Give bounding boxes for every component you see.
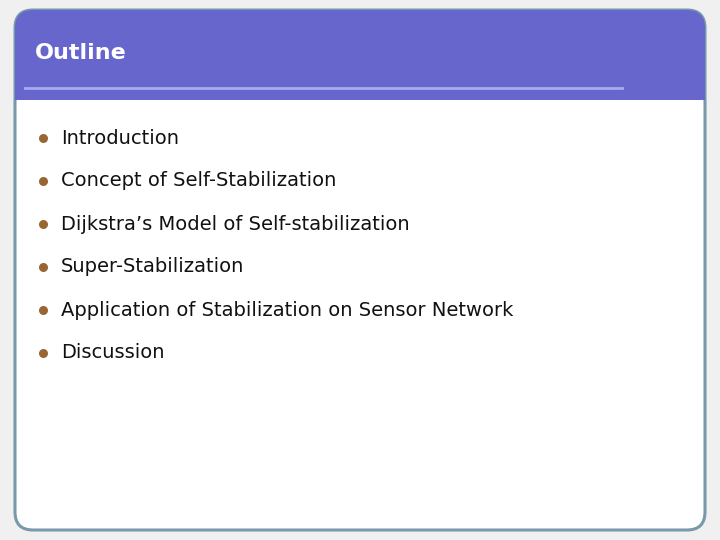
Text: Concept of Self-Stabilization: Concept of Self-Stabilization	[61, 172, 336, 191]
FancyBboxPatch shape	[15, 10, 705, 530]
Text: Introduction: Introduction	[61, 129, 179, 147]
Text: Dijkstra’s Model of Self-stabilization: Dijkstra’s Model of Self-stabilization	[61, 214, 410, 233]
FancyBboxPatch shape	[15, 10, 705, 100]
Text: Discussion: Discussion	[61, 343, 164, 362]
Bar	[15, 80, 705, 100]
Text: Application of Stabilization on Sensor Network: Application of Stabilization on Sensor N…	[61, 300, 513, 320]
Text: Super-Stabilization: Super-Stabilization	[61, 258, 244, 276]
Text: Outline: Outline	[35, 43, 127, 63]
